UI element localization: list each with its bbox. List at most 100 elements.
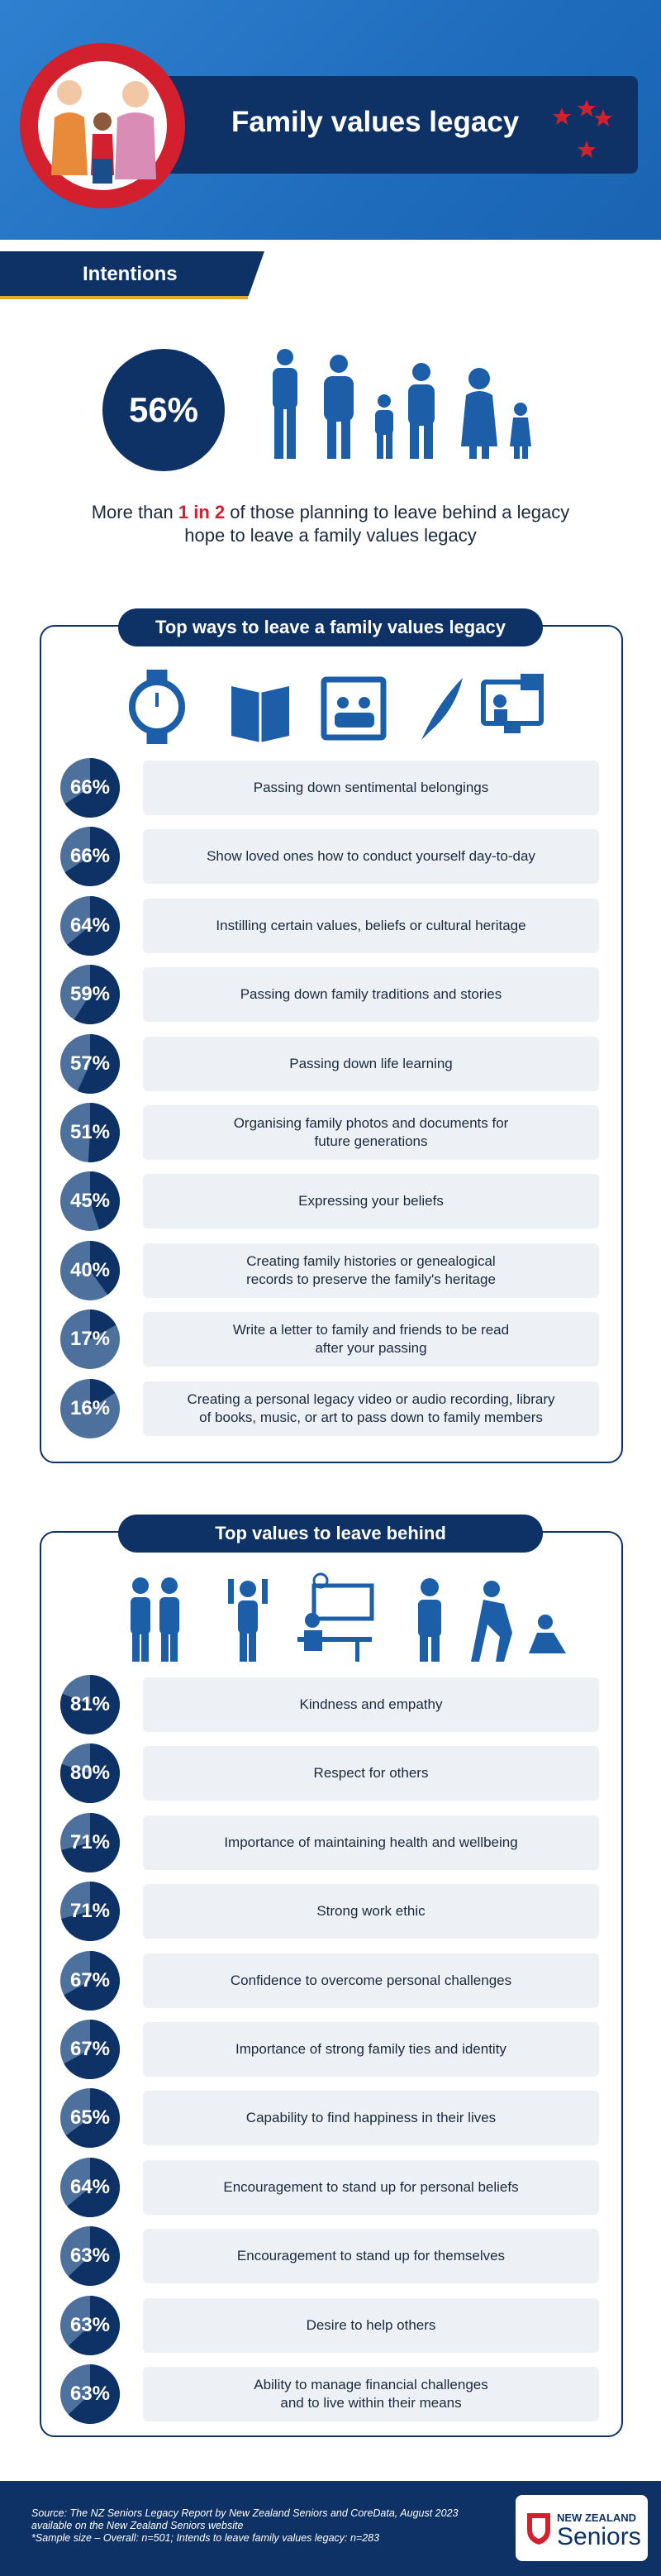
item-label: Respect for others	[143, 1746, 599, 1801]
percent-circle	[60, 2226, 120, 2287]
percent-wedge	[90, 1378, 116, 1409]
percent-circle	[60, 1950, 120, 2011]
percent-circle	[60, 2295, 120, 2355]
percent-circle	[60, 2088, 120, 2149]
title-banner	[165, 76, 638, 174]
section-tab-label: Intentions	[83, 263, 178, 285]
percent-wedge	[64, 2020, 120, 2079]
section-tab	[0, 251, 264, 296]
percent-label: 67%	[69, 2038, 111, 2060]
percent-label: 66%	[69, 776, 111, 799]
stat-disc	[102, 349, 225, 471]
percent-label: 66%	[69, 845, 111, 868]
percent-label: 64%	[69, 914, 111, 937]
percent-label: 65%	[69, 2106, 111, 2130]
item-label: Confidence to overcome personal challeng…	[143, 1953, 599, 2008]
ways-title: Top ways to leave a family values legacy	[118, 608, 543, 646]
percent-wedge	[90, 1240, 120, 1295]
footer-line: *Sample size – Overall: n=501; Intends t…	[31, 2532, 380, 2544]
percent-label: 45%	[69, 1190, 111, 1213]
percent-label: 67%	[69, 1968, 111, 1992]
family-logo	[20, 43, 185, 208]
logo: NEW ZEALAND Seniors	[516, 2495, 648, 2561]
percent-circle	[60, 895, 120, 956]
percent-label: 63%	[69, 2313, 111, 2336]
footer-source: Source: The NZ Seniors Legacy Report by …	[31, 2507, 459, 2545]
percent-circle	[60, 1240, 120, 1300]
percent-wedge	[68, 2226, 120, 2287]
percent-wedge	[60, 1744, 120, 1804]
intro-text-part: of those planning to leave behind a lega…	[225, 502, 570, 522]
percent-wedge	[68, 2364, 120, 2424]
percent-label: 63%	[69, 2244, 111, 2268]
item-label: Passing down family traditions and stori…	[143, 967, 599, 1023]
intro-text-part: More than	[91, 502, 178, 522]
percent-circle	[60, 1812, 120, 1872]
percent-label: 81%	[69, 1693, 111, 1715]
item-label: Show loved ones how to conduct yourself …	[143, 829, 599, 885]
percent-circle	[60, 1033, 120, 1094]
intro-text: More than 1 in 2 of those planning to le…	[0, 501, 661, 547]
item-label: Creating a personal legacy video or audi…	[143, 1381, 599, 1436]
percent-wedge	[64, 758, 120, 818]
percent-wedge	[74, 965, 120, 1025]
percent-circle	[60, 1882, 120, 1942]
percent-circle	[60, 1103, 121, 1162]
item-label: Instilling certain values, beliefs or cu…	[143, 898, 599, 953]
percent-label: 17%	[69, 1328, 111, 1351]
logo-bottom: Seniors	[557, 2523, 641, 2550]
percent-circle	[60, 1675, 120, 1734]
item-label: Capability to find happiness in their li…	[143, 2091, 599, 2146]
percent-label: 80%	[69, 1762, 111, 1785]
percent-wedge	[67, 895, 120, 956]
percent-circle	[60, 1309, 120, 1370]
percent-circle	[60, 1744, 120, 1804]
intro-text-part: hope to leave a family values legacy	[184, 525, 477, 546]
item-label: Organising family photos and documents f…	[143, 1105, 599, 1160]
item-label: Passing down sentimental belongings	[143, 761, 599, 815]
percent-circle	[60, 758, 120, 818]
percent-label: 16%	[69, 1396, 111, 1419]
percent-circle	[60, 2020, 120, 2079]
item-label: Strong work ethic	[143, 1884, 599, 1939]
percent-wedge	[67, 2157, 120, 2217]
item-label: Kindness and empathy	[143, 1677, 599, 1732]
percent-circle	[60, 965, 120, 1025]
percent-circle	[60, 827, 120, 887]
percent-circle	[60, 2364, 120, 2424]
item-label: Passing down life learning	[143, 1036, 599, 1091]
stat-label: 56%	[128, 390, 199, 429]
percent-wedge	[61, 1812, 120, 1872]
percent-wedge	[64, 1950, 120, 2011]
percent-label: 59%	[69, 983, 111, 1006]
percent-wedge	[90, 1171, 120, 1230]
item-label: Expressing your beliefs	[143, 1174, 599, 1229]
percent-wedge	[90, 1309, 117, 1340]
percent-wedge	[68, 2295, 120, 2355]
percent-wedge	[65, 2088, 120, 2149]
percent-label: 57%	[69, 1052, 111, 1075]
percent-wedge	[61, 1882, 120, 1942]
percent-label: 71%	[69, 1900, 111, 1923]
percent-wedge	[64, 827, 120, 887]
tab-underline	[0, 296, 248, 299]
percent-label: 63%	[69, 2383, 111, 2405]
percent-circle	[60, 1171, 120, 1232]
family-icons	[273, 349, 531, 459]
footer-line: available on the New Zealand Seniors web…	[31, 2520, 244, 2531]
item-label: Desire to help others	[143, 2297, 599, 2353]
percent-circle	[60, 1378, 120, 1438]
percent-wedge	[60, 1675, 120, 1734]
percent-label: 40%	[69, 1258, 111, 1281]
percent-label: 71%	[69, 1830, 111, 1853]
logo-top: NEW ZEALAND	[557, 2512, 637, 2524]
item-label: Write a letter to family and friends to …	[143, 1312, 599, 1367]
percent-circle	[60, 2157, 120, 2217]
percent-label: 64%	[69, 2175, 111, 2198]
values-title: Top values to leave behind	[118, 1515, 543, 1553]
percent-wedge	[88, 1103, 121, 1162]
title: Family values legacy	[231, 106, 520, 138]
stat-circle	[102, 349, 225, 471]
stars	[553, 99, 612, 158]
